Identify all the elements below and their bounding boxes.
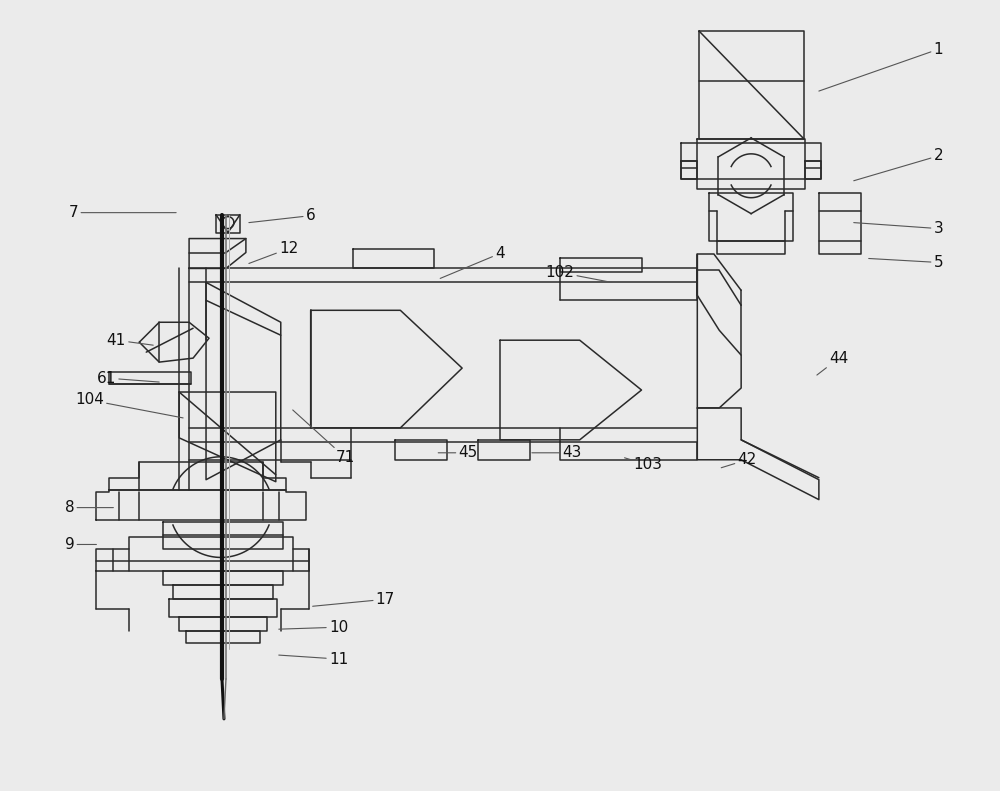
Text: 71: 71	[293, 410, 355, 465]
Text: 1: 1	[819, 42, 943, 91]
Text: 45: 45	[438, 445, 478, 460]
Text: 43: 43	[532, 445, 581, 460]
Text: 6: 6	[249, 208, 316, 223]
Text: 10: 10	[279, 619, 348, 634]
Text: 44: 44	[817, 350, 848, 375]
Text: 7: 7	[69, 205, 176, 220]
Text: 5: 5	[869, 255, 943, 270]
Text: 102: 102	[545, 265, 612, 282]
Text: 12: 12	[249, 241, 298, 263]
Text: 3: 3	[854, 221, 943, 236]
Text: 2: 2	[854, 149, 943, 181]
Text: 104: 104	[75, 392, 183, 418]
Text: 41: 41	[107, 333, 153, 348]
Text: 42: 42	[721, 452, 757, 467]
Text: 4: 4	[440, 246, 505, 278]
Text: 17: 17	[313, 592, 395, 607]
Text: 11: 11	[279, 652, 348, 667]
Text: 8: 8	[65, 500, 113, 515]
Text: 61: 61	[97, 370, 159, 385]
Text: 9: 9	[65, 537, 96, 552]
Text: 103: 103	[625, 457, 662, 472]
